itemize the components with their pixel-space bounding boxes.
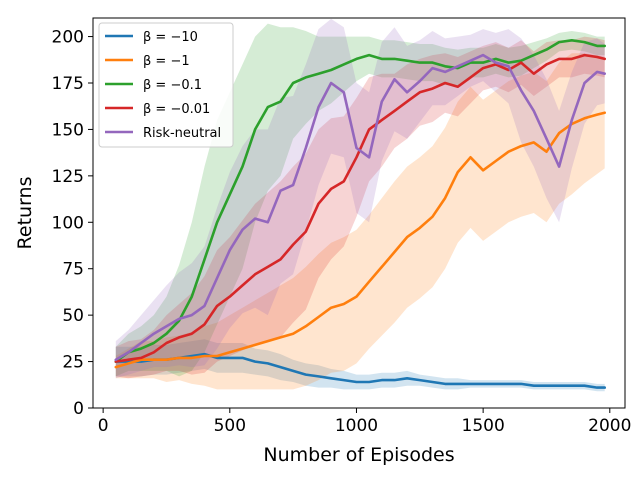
y-tick-label: 175 bbox=[52, 74, 84, 94]
y-tick-label: 125 bbox=[52, 167, 84, 187]
series-lines bbox=[114, 38, 607, 389]
series-line-2 bbox=[114, 38, 607, 363]
x-tick-label: 500 bbox=[214, 416, 246, 436]
y-tick-label: 0 bbox=[73, 399, 84, 419]
series-line-3 bbox=[114, 53, 607, 363]
legend-box bbox=[98, 22, 234, 148]
x-tick-label: 2000 bbox=[588, 416, 631, 436]
x-axis-ticks: 0 500 1000 1500 2000 bbox=[98, 408, 631, 436]
y-tick-label: 100 bbox=[52, 213, 84, 233]
series-band-1 bbox=[115, 53, 605, 390]
series-line-0 bbox=[114, 352, 607, 389]
x-tick-label: 0 bbox=[98, 416, 109, 436]
legend-label: β = −1 bbox=[143, 54, 190, 69]
legend-label: Risk-neutral bbox=[143, 126, 221, 141]
y-axis-label: Returns bbox=[14, 177, 36, 250]
legend-label: β = −10 bbox=[143, 30, 198, 45]
series-band-3 bbox=[115, 36, 605, 379]
y-tick-label: 50 bbox=[62, 306, 84, 326]
y-tick-label: 200 bbox=[52, 28, 84, 48]
x-tick-label: 1500 bbox=[462, 416, 505, 436]
series-line-1 bbox=[114, 111, 607, 369]
y-axis-ticks: 0 25 50 75 100 125 150 175 200 bbox=[52, 28, 93, 419]
plot-frame bbox=[92, 17, 626, 409]
legend: β = −10 β = −1 β = −0.1 β = −0.01 Risk-neutr… bbox=[98, 22, 234, 148]
y-tick-label: 75 bbox=[62, 260, 84, 280]
legend-label: β = −0.1 bbox=[143, 78, 202, 93]
series-band-2 bbox=[115, 23, 605, 377]
y-tick-label: 150 bbox=[52, 120, 84, 140]
series-line-4 bbox=[114, 53, 607, 362]
x-axis-label: Number of Episodes bbox=[263, 444, 454, 466]
legend-label: β = −0.01 bbox=[143, 102, 210, 117]
series-band-0 bbox=[115, 339, 605, 392]
y-tick-label: 25 bbox=[62, 353, 84, 373]
x-tick-label: 1000 bbox=[335, 416, 378, 436]
